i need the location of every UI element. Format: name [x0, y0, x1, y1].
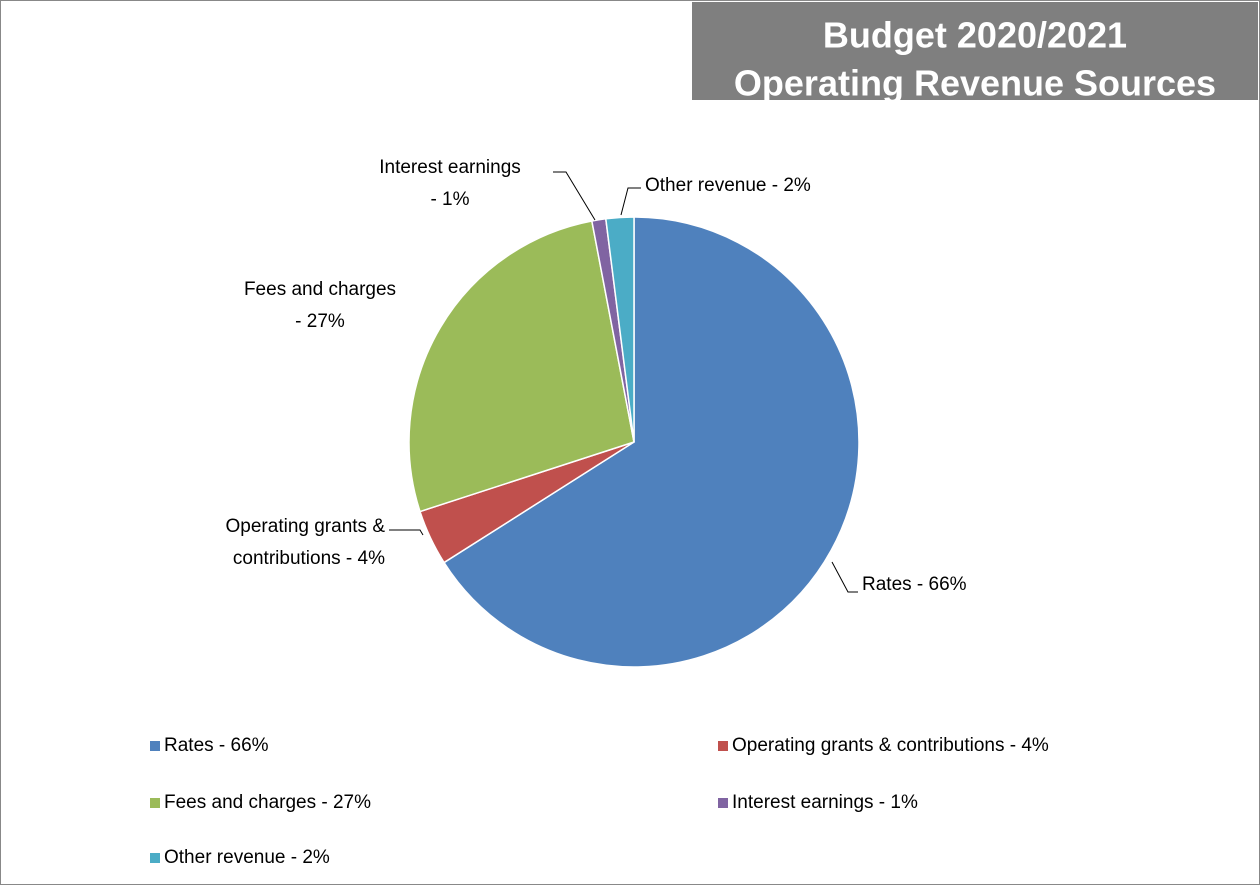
legend-swatch	[150, 798, 160, 808]
data-label: Other revenue - 2%	[645, 175, 811, 196]
data-label: Rates - 66%	[862, 574, 967, 595]
data-label: Fees and charges - 27%	[244, 279, 396, 332]
leader-line	[389, 529, 424, 536]
legend-label: Rates - 66%	[164, 735, 269, 756]
legend-label: Other revenue - 2%	[164, 847, 330, 868]
chart-subtitle: Operating Revenue Sources	[734, 63, 1216, 104]
pie-slice	[408, 220, 635, 513]
data-label: Operating grants & contributions - 4%	[226, 516, 386, 569]
legend-label: Operating grants & contributions - 4%	[732, 735, 1049, 756]
title-box	[692, 2, 1258, 100]
pie-slice	[442, 216, 860, 668]
legend-swatch	[718, 741, 728, 751]
leader-line	[553, 171, 596, 221]
legend-label: Fees and charges - 27%	[164, 792, 371, 813]
legend-label: Interest earnings - 1%	[732, 792, 918, 813]
legend-swatch	[150, 741, 160, 751]
leader-line	[831, 561, 858, 593]
data-label: Interest earnings - 1%	[379, 157, 521, 210]
legend-swatch	[150, 853, 160, 863]
legend-swatch	[718, 798, 728, 808]
leader-line	[620, 187, 641, 216]
chart-title: Budget 2020/2021	[823, 15, 1127, 56]
pie-slice	[604, 216, 635, 443]
